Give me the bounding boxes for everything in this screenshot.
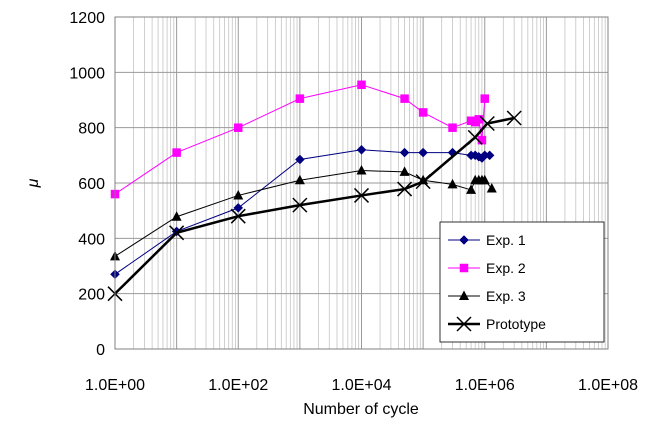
y-tick-label: 1200 xyxy=(69,10,105,27)
x-axis-title: Number of cycle xyxy=(303,401,419,418)
data-point-x xyxy=(456,316,472,332)
data-point-x-stroke xyxy=(353,187,370,203)
data-point-x xyxy=(292,197,308,213)
x-tick-label: 1.0E+00 xyxy=(85,377,145,394)
legend-box xyxy=(439,221,605,343)
y-tick-label: 1000 xyxy=(69,65,105,82)
legend-label: Exp. 2 xyxy=(486,260,526,276)
legend-item: Exp. 3 xyxy=(448,288,526,304)
y-tick-label: 0 xyxy=(96,342,105,359)
grid xyxy=(114,16,608,350)
data-point-diamond xyxy=(399,147,410,158)
data-point-square xyxy=(172,148,181,157)
data-point-diamond xyxy=(459,235,469,245)
data-point-triangle xyxy=(171,211,182,221)
x-tick-label: 1.0E+02 xyxy=(208,377,268,394)
data-point-diamond xyxy=(295,154,305,165)
series-prototype xyxy=(107,110,522,302)
y-tick-label: 200 xyxy=(78,287,105,304)
data-point-square xyxy=(474,115,484,124)
data-point-x xyxy=(397,181,413,197)
plot-frame xyxy=(114,16,609,350)
data-point-triangle xyxy=(479,174,490,185)
data-point-square xyxy=(357,80,366,90)
data-point-x-stroke xyxy=(456,316,472,332)
data-point-triangle xyxy=(486,183,497,193)
data-point-x xyxy=(467,129,483,145)
x-tick-label: 1.0E+04 xyxy=(331,377,391,394)
data-point-x-stroke xyxy=(506,110,522,126)
legend-label: Prototype xyxy=(486,316,546,332)
data-point-x-stroke xyxy=(397,181,413,197)
data-point-triangle xyxy=(356,165,367,175)
data-point-x-stroke xyxy=(169,225,185,241)
tick-labels: 0 200 400 600 800 1000 1200 1.0E+00 1.0E+02 1.0E+… xyxy=(69,10,638,394)
data-point-diamond xyxy=(356,144,367,155)
data-point-x-stroke xyxy=(479,115,495,132)
data-point-square xyxy=(477,135,487,145)
data-point-x xyxy=(415,174,431,190)
data-point-square xyxy=(480,94,489,103)
data-point-square xyxy=(448,123,457,132)
data-point-square xyxy=(295,94,305,103)
data-point-x xyxy=(169,225,185,241)
data-point-triangle xyxy=(233,189,244,200)
data-point-diamond xyxy=(418,147,428,158)
x-tick-label: 1.0E+08 xyxy=(578,377,638,394)
data-point-triangle xyxy=(447,178,458,189)
data-point-triangle xyxy=(459,290,469,300)
data-point-x xyxy=(353,187,370,203)
data-point-x-stroke xyxy=(467,129,483,145)
legend-label: Exp. 3 xyxy=(486,288,526,304)
data-point-triangle xyxy=(399,166,410,176)
data-point-x xyxy=(506,110,522,126)
x-tick-label: 1.0E+06 xyxy=(455,377,515,394)
y-tick-label: 600 xyxy=(78,176,105,193)
legend-item: Exp. 1 xyxy=(448,232,526,248)
data-point-square xyxy=(459,263,469,273)
legend-label: Exp. 1 xyxy=(486,232,526,248)
legend: Exp. 1 Exp. 2 Exp. 3 Prototype xyxy=(439,221,605,343)
data-point-square xyxy=(234,123,243,132)
data-point-x xyxy=(230,208,246,224)
data-point-triangle xyxy=(294,174,305,185)
legend-item: Prototype xyxy=(448,316,546,332)
series-layer xyxy=(107,80,522,302)
data-point-x-stroke xyxy=(230,208,246,224)
data-point-square xyxy=(400,94,409,103)
y-axis-title: μ xyxy=(25,178,42,188)
data-point-triangle xyxy=(466,184,477,194)
data-point-diamond xyxy=(484,150,495,161)
data-point-diamond xyxy=(233,203,244,213)
data-point-x-stroke xyxy=(415,174,431,190)
y-tick-label: 400 xyxy=(78,231,105,248)
data-point-x xyxy=(479,115,495,132)
y-tick-label: 800 xyxy=(78,121,105,138)
data-point-x-stroke xyxy=(292,197,308,213)
series-exp-3 xyxy=(110,165,497,261)
legend-item: Exp. 2 xyxy=(448,260,526,276)
data-point-square xyxy=(418,108,428,117)
